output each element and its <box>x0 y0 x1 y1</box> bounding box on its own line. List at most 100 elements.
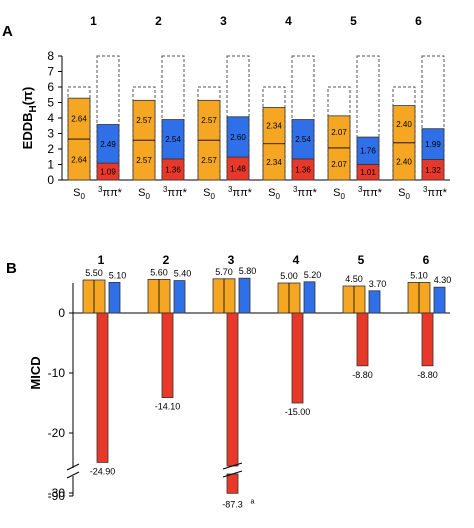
triplet-state-label: 3ππ* <box>293 185 318 199</box>
s0-state-sub: 0 <box>340 192 345 201</box>
group-label-a: 6 <box>415 14 422 28</box>
micd-neg-bar <box>421 312 434 367</box>
s0-state-main: S <box>398 187 405 199</box>
micd-t-label: 5.10 <box>109 270 127 280</box>
micd-s0-label: 5.70 <box>215 267 233 277</box>
s0-state-main: S <box>203 187 210 199</box>
s0-state-label: S0 <box>138 187 150 201</box>
chart-a: 012345678EDDBH(π)12.642.641.092.49S03ππ*… <box>20 14 450 201</box>
s0-state-sub: 0 <box>145 192 150 201</box>
s0-lower-label: 2.34 <box>266 158 282 167</box>
triplet-state-label: 3ππ* <box>423 185 448 199</box>
s0-state-sub: 0 <box>405 192 410 201</box>
s0-lower-label: 2.57 <box>136 156 152 165</box>
t-blue-bar <box>226 116 250 158</box>
y-tick-label-a: 1 <box>47 158 54 172</box>
y-tick-label-b: 0 <box>58 306 65 320</box>
micd-neg-footnote: a <box>251 498 255 505</box>
s0-state-label: S0 <box>268 187 280 201</box>
micd-t-bar <box>303 281 316 314</box>
s0-upper-label: 2.07 <box>331 128 347 137</box>
triplet-state-main: ππ* <box>167 187 187 199</box>
axis-break-mark <box>66 471 80 479</box>
y-axis-title-b: MICD <box>28 356 43 389</box>
triplet-state-main: ππ* <box>232 187 252 199</box>
t-blue-bar <box>421 128 445 160</box>
micd-t-bar <box>108 281 121 314</box>
t-blue-label: 2.60 <box>230 133 246 142</box>
t-red-label: 1.48 <box>230 165 246 174</box>
s0-upper-label: 2.40 <box>396 120 412 129</box>
triplet-state-label: 3ππ* <box>163 185 188 199</box>
group-label-a: 2 <box>155 14 162 28</box>
y-tick-label-a: 0 <box>47 173 54 187</box>
t-blue-bar <box>161 119 185 160</box>
micd-s0-label: 5.60 <box>150 267 168 277</box>
t-red-label: 1.36 <box>295 165 311 174</box>
micd-neg-bar-lower <box>226 473 239 494</box>
micd-s0-label: 5.50 <box>85 268 103 278</box>
s0-state-main: S <box>268 187 275 199</box>
t-red-label: 1.32 <box>425 166 441 175</box>
triplet-state-main: ππ* <box>362 187 382 199</box>
s0-lower-label: 2.57 <box>201 156 217 165</box>
bar-break-mark <box>222 462 243 470</box>
triplet-state-main: ππ* <box>102 187 122 199</box>
micd-neg-bar <box>291 312 304 404</box>
panel-label-b: B <box>6 260 17 277</box>
y-tick-label-b: -20 <box>48 426 66 440</box>
s0-state-label: S0 <box>73 187 85 201</box>
triplet-state-sup: 3 <box>163 185 168 194</box>
s0-upper-label: 2.57 <box>136 116 152 125</box>
micd-neg-bar-upper <box>226 312 239 467</box>
s0-state-sub: 0 <box>80 192 85 201</box>
y-tick-label-a: 4 <box>47 111 54 125</box>
micd-t-label: 5.80 <box>239 266 257 276</box>
t-blue-label: 1.99 <box>425 140 441 149</box>
y-tick-label-a: 5 <box>47 96 54 110</box>
group-label-a: 3 <box>220 14 227 28</box>
micd-neg-label: -87.3 <box>222 499 243 509</box>
micd-s0-label: 5.00 <box>280 271 298 281</box>
t-blue-label: 1.76 <box>360 147 376 156</box>
t-blue-bar <box>96 124 120 164</box>
micd-neg-label: -8.80 <box>352 370 373 380</box>
micd-t-bar <box>368 290 381 314</box>
group-label-b: 4 <box>293 253 300 267</box>
group-label-a: 1 <box>90 14 97 28</box>
micd-t-label: 5.40 <box>174 269 192 279</box>
triplet-state-label: 3ππ* <box>228 185 253 199</box>
s0-lower-label: 2.07 <box>331 160 347 169</box>
panel-label-a: A <box>2 23 13 40</box>
group-label-b: 2 <box>163 253 170 267</box>
y-axis-title-suffix: (π) <box>20 87 35 106</box>
t-blue-label: 2.54 <box>295 135 311 144</box>
axis-break-mark <box>66 463 80 471</box>
micd-t-bar <box>238 277 251 314</box>
bar-break-mark <box>222 470 243 478</box>
t-blue-label: 2.49 <box>100 140 116 149</box>
t-blue-label: 2.54 <box>165 135 181 144</box>
y-axis-title-main: EDDB <box>20 113 35 150</box>
triplet-state-label: 3ππ* <box>98 185 123 199</box>
s0-state-sub: 0 <box>210 192 215 201</box>
micd-neg-label: -15.00 <box>285 407 311 417</box>
s0-state-label: S0 <box>333 187 345 201</box>
t-blue-bar <box>356 136 380 165</box>
s0-lower-label: 2.40 <box>396 157 412 166</box>
s0-state-main: S <box>73 187 80 199</box>
s0-state-label: S0 <box>398 187 410 201</box>
s0-state-label: S0 <box>203 187 215 201</box>
micd-t-bar <box>433 286 446 314</box>
micd-neg-label: -24.90 <box>90 466 116 476</box>
s0-state-main: S <box>138 187 145 199</box>
triplet-state-sup: 3 <box>98 185 103 194</box>
micd-s0-label: 5.10 <box>410 270 428 280</box>
micd-neg-label: -14.10 <box>155 402 181 412</box>
s0-state-main: S <box>333 187 340 199</box>
group-label-b: 6 <box>423 253 430 267</box>
group-label-a: 5 <box>350 14 357 28</box>
s0-lower-label: 2.64 <box>71 156 87 165</box>
y-tick-label-b: -30 <box>48 486 66 500</box>
